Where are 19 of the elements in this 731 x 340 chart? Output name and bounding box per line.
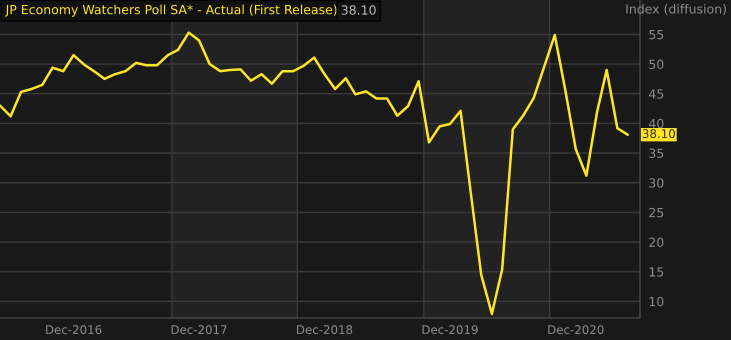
x-tick-label: Dec-2016	[46, 325, 102, 334]
y-tick-label: 40	[648, 118, 664, 128]
y-tick-label: 45	[648, 89, 664, 99]
x-tick-label: Dec-2020	[548, 325, 604, 334]
x-tick-label: Dec-2017	[172, 325, 227, 334]
y-tick-label: 30	[649, 178, 664, 188]
y-tick-label: 10	[650, 296, 664, 306]
y-tick-label: 25	[649, 208, 664, 218]
y-tick-label: 15	[650, 267, 664, 277]
text: JP Economy Watchers Poll SA* - Actual (First Release)	[4, 4, 337, 17]
y-tick-label: 55	[649, 30, 664, 40]
x-tick-label: Dec-2018	[297, 325, 352, 334]
x-tick-label: Dec-2019	[422, 325, 478, 334]
y-axis-title: Index (diffusion)	[626, 4, 726, 16]
y-tick-label: 35	[649, 148, 664, 158]
annotation: 38.10	[342, 5, 376, 15]
annotation: 38.10	[642, 129, 675, 138]
y-tick-label: 50	[649, 60, 664, 69]
y-tick-label: 20	[649, 238, 664, 247]
